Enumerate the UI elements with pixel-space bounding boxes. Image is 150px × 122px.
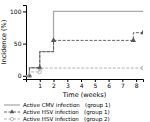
tick-mark: [23, 76, 26, 77]
tick-label: 0: [18, 72, 22, 79]
tick-label: 1: [38, 82, 42, 89]
tick-label: 3: [66, 82, 70, 89]
tick-label: 6: [107, 82, 111, 89]
tick: 4: [80, 79, 84, 89]
tick-label: 5: [93, 82, 97, 89]
tick: 7: [121, 79, 125, 89]
marker: [131, 37, 136, 42]
x-axis-title: Time (weeks): [62, 91, 107, 99]
marker: [38, 70, 42, 74]
marker: [51, 37, 56, 42]
tick: 8: [135, 79, 139, 89]
tick: 0: [18, 72, 26, 79]
series-line: [26, 11, 143, 75]
axis-line: [23, 6, 27, 80]
x-axis: 1 2 3 4 5 6 7 8: [27, 79, 144, 89]
tick: 6: [107, 79, 111, 89]
tick-mark: [23, 11, 26, 12]
legend-label: Active HSV infection (group 2): [23, 116, 110, 122]
legend-label: Active CMV infection (group 1): [23, 102, 111, 109]
marker: [140, 30, 143, 35]
tick: 3: [66, 79, 70, 89]
legend-label: Active HSV infection (group 1): [23, 109, 110, 116]
plot: 1 2 3 4 5 6 7 8 0 50 100: [10, 6, 146, 89]
tick: 50: [14, 40, 26, 47]
series-line: [26, 68, 143, 76]
chart: 1 2 3 4 5 6 7 8 0 50 100 Time (weeks) Incidence (%) A…: [0, 0, 150, 122]
axis-line: [27, 80, 144, 83]
series-line: [26, 33, 143, 76]
legend-item: Active HSV infection (group 2): [4, 116, 110, 122]
legend-item: Active HSV infection (group 1): [4, 109, 110, 116]
tick-label: 8: [135, 82, 139, 89]
tick: 100: [10, 8, 26, 15]
legend: Active CMV infection (group 1)Active HSV…: [4, 102, 111, 122]
tick: 2: [52, 79, 56, 89]
legend-swatch: [4, 104, 20, 105]
legend-item: Active CMV infection (group 1): [4, 102, 111, 109]
tick-label: 2: [52, 82, 56, 89]
marker: [28, 74, 32, 78]
y-axis: 0 50 100: [10, 6, 26, 80]
tick: 1: [38, 79, 42, 89]
marker: [141, 66, 143, 70]
legend-marker: [10, 109, 15, 113]
tick: 5: [93, 79, 97, 89]
tick-label: 100: [10, 8, 22, 15]
tick-label: 4: [80, 82, 84, 89]
legend-marker: [10, 117, 13, 120]
tick-label: 7: [121, 82, 125, 89]
y-axis-title: Incidence (%): [0, 20, 8, 65]
tick-label: 50: [14, 40, 22, 47]
marks: [26, 11, 143, 77]
tick-mark: [23, 44, 26, 45]
